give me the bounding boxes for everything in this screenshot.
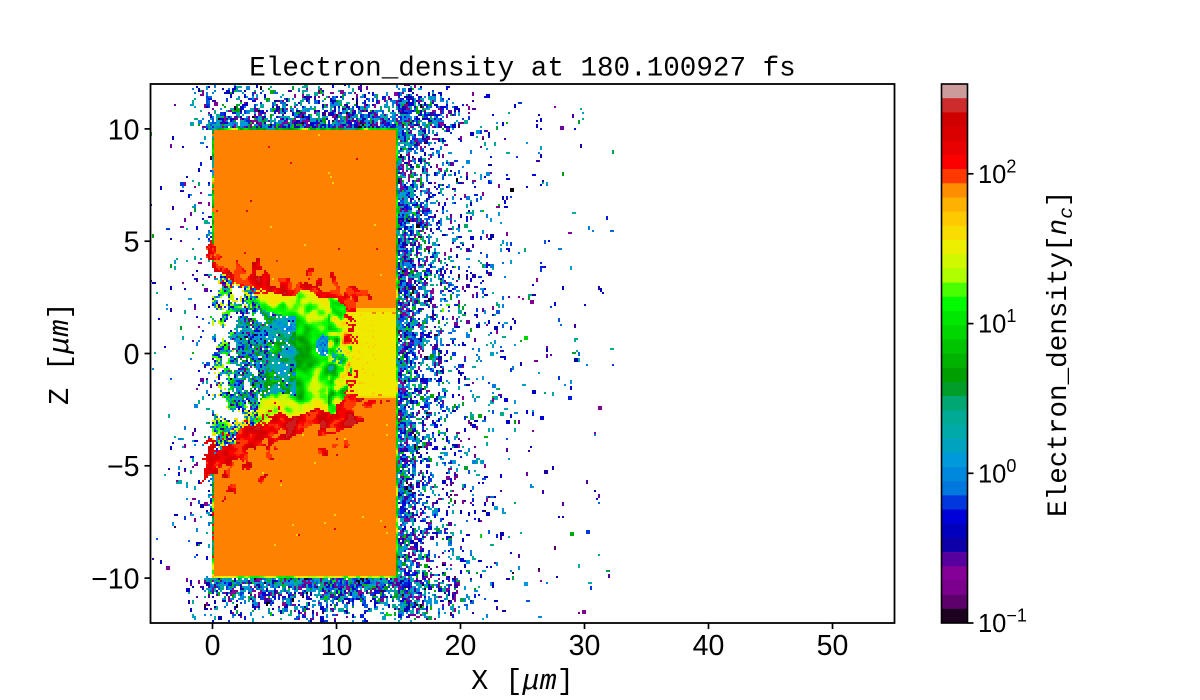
svg-text:30: 30 <box>569 630 601 662</box>
svg-text:Electron_density[nc]: Electron_density[nc] <box>1044 191 1078 517</box>
svg-text:−5: −5 <box>107 451 140 483</box>
svg-text:5: 5 <box>124 227 140 259</box>
svg-text:−10: −10 <box>91 564 139 596</box>
svg-text:0: 0 <box>124 339 140 371</box>
svg-text:Z [μm]: Z [μm] <box>44 302 77 405</box>
svg-text:40: 40 <box>693 630 725 662</box>
svg-text:X [μm]: X [μm] <box>471 665 574 698</box>
svg-text:10: 10 <box>321 630 353 662</box>
svg-text:Electron_density at 180.100927: Electron_density at 180.100927 fs <box>249 54 795 85</box>
svg-text:20: 20 <box>445 630 477 662</box>
svg-text:0: 0 <box>205 630 221 662</box>
svg-text:50: 50 <box>817 630 849 662</box>
svg-text:10: 10 <box>108 114 140 146</box>
